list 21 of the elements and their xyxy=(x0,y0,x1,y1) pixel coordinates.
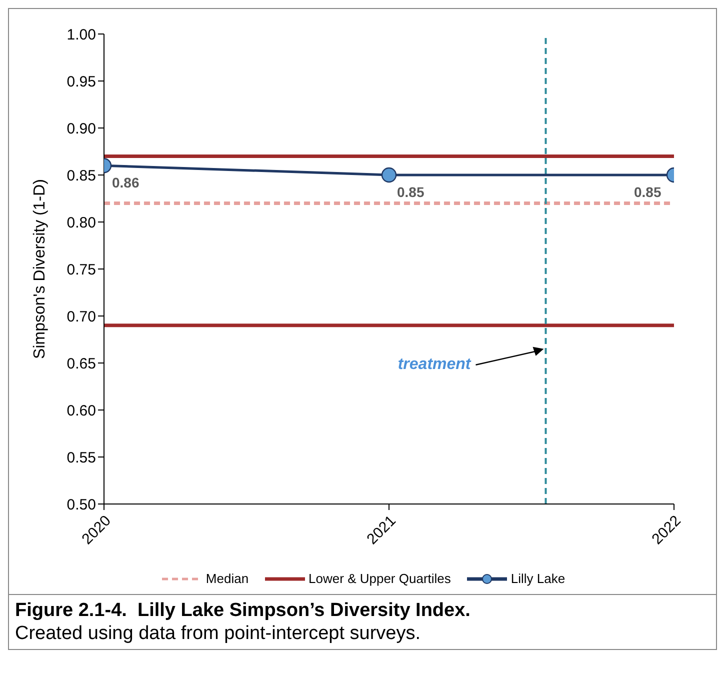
y-tick-label: 0.70 xyxy=(66,308,96,326)
y-tick-label: 0.65 xyxy=(66,355,96,372)
y-tick-label: 1.00 xyxy=(66,26,96,44)
y-tick-label: 0.60 xyxy=(66,402,96,420)
legend-label: Lilly Lake xyxy=(510,571,566,586)
y-tick-label: 0.80 xyxy=(66,214,96,232)
y-tick-label: 0.85 xyxy=(66,167,96,184)
data-label: 0.85 xyxy=(634,184,662,200)
data-label: 0.85 xyxy=(397,184,424,200)
y-axis-title: Simpson's Diversity (1-D) xyxy=(32,179,49,359)
y-tick-label: 0.95 xyxy=(66,73,96,90)
y-tick-label: 0.50 xyxy=(66,496,96,514)
text: Created using data from point-intercept surveys. xyxy=(15,622,422,645)
y-tick-label: 0.90 xyxy=(66,120,96,138)
legend-label: Median xyxy=(204,571,249,586)
legend-label: Lower & Upper Quartiles xyxy=(308,571,451,586)
y-tick-label: 0.55 xyxy=(66,449,96,466)
data-label: 0.86 xyxy=(112,174,140,191)
y-tick-label: 0.75 xyxy=(66,261,96,278)
text: Figure 2.1-4. Lilly Lake Simpson’s Diversity Index. xyxy=(15,599,472,622)
annotation: treatment xyxy=(398,356,472,373)
